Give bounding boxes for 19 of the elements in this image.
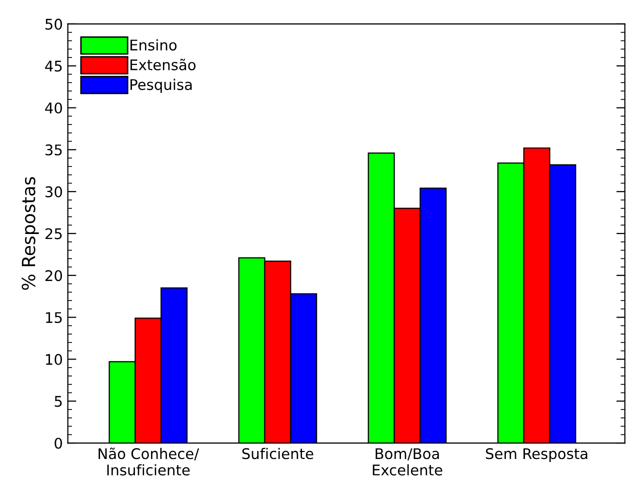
x-tick-label: Não Conhece/ Insuficiente [98,448,200,476]
legend-label: Extensão [130,58,196,70]
y-tick-label: 0 [54,438,62,449]
y-tick-label: 35 [46,144,62,156]
y-tick-label: 15 [46,312,62,324]
legend-label: Pesquisa [130,78,192,93]
y-tick-label: 40 [45,102,62,114]
legend-label: Ensino [130,39,177,51]
y-tick-label: 50 [46,18,62,30]
x-tick-label: Suficiente [242,448,314,460]
y-tick-label: 20 [45,270,62,282]
y-tick-label: 25 [45,228,62,240]
y-axis-title: % Respostas [22,177,39,290]
y-tick-label: 10 [46,354,62,365]
y-tick-label: 30 [46,186,62,198]
y-tick-label: 45 [45,60,62,72]
y-tick-label: 5 [54,396,62,407]
x-tick-label: Bom/Boa Excelente [372,448,442,476]
x-tick-label: Sem Resposta [486,448,588,462]
